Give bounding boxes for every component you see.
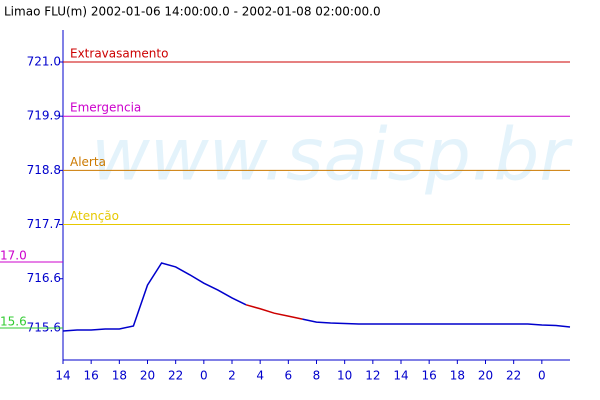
chart-title: Limao FLU(m) 2002-01-06 14:00:00.0 - 200… — [4, 5, 381, 19]
x-tick-label: 20 — [478, 369, 493, 383]
x-tick-label: 20 — [140, 369, 155, 383]
x-tick-label: 8 — [313, 369, 321, 383]
y-tick-label: 718.8 — [27, 163, 61, 177]
x-tick-label: 18 — [450, 369, 465, 383]
x-tick-label: 22 — [168, 369, 183, 383]
watermark: www.saisp.br — [91, 113, 573, 197]
x-tick-label: 18 — [112, 369, 127, 383]
x-tick-label: 14 — [55, 369, 70, 383]
x-tick-label: 10 — [337, 369, 352, 383]
threshold-label: Atenção — [70, 209, 119, 223]
x-tick-label: 2 — [228, 369, 236, 383]
y-tick-label: 717.7 — [27, 217, 61, 231]
y-tick-label: 716.6 — [27, 271, 61, 285]
x-tick-label: 6 — [285, 369, 293, 383]
x-tick-label: 12 — [365, 369, 380, 383]
y-tick-label: 719.9 — [27, 109, 61, 123]
x-tick-label: 0 — [538, 369, 546, 383]
x-tick-label: 4 — [256, 369, 264, 383]
x-tick-label: 14 — [393, 369, 408, 383]
x-tick-label: 16 — [84, 369, 99, 383]
threshold-label: Alerta — [70, 155, 106, 169]
y-tick-label: 721.0 — [27, 55, 61, 69]
x-tick-label: 22 — [506, 369, 521, 383]
threshold-label: Extravasamento — [70, 47, 168, 61]
y2-tick-label: 15.6 — [0, 314, 27, 328]
threshold-label: Emergencia — [70, 101, 141, 115]
series-line — [245, 304, 303, 320]
y2-tick-label: 17.0 — [0, 248, 27, 262]
series-line — [62, 262, 571, 332]
x-tick-label: 0 — [200, 369, 208, 383]
x-tick-label: 16 — [422, 369, 437, 383]
